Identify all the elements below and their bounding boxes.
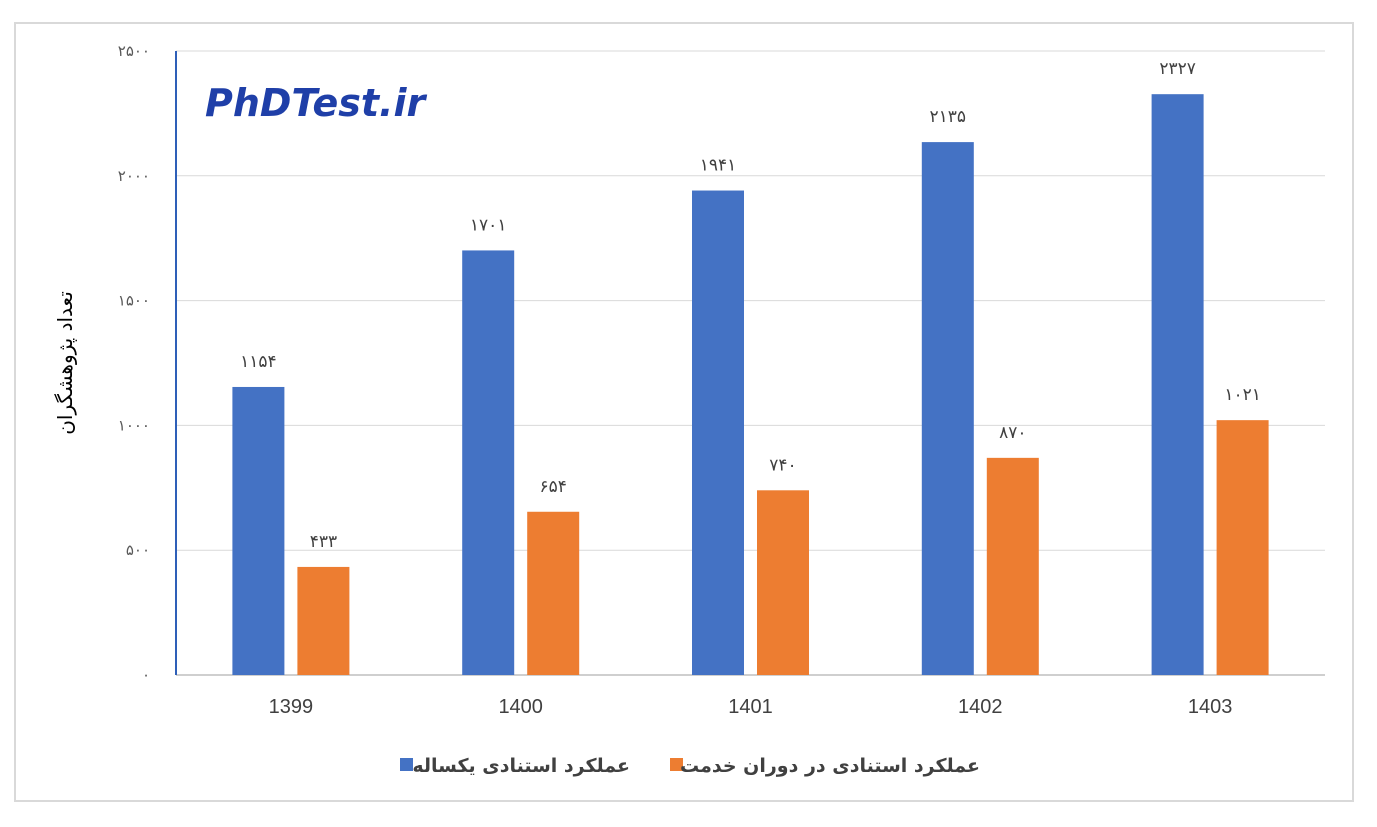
legend-swatch	[670, 758, 683, 771]
bar-one-year-1402	[921, 142, 974, 675]
data-label: ۱۹۴۱	[700, 156, 737, 176]
bar-one-year-1399	[232, 386, 285, 675]
data-label: ۱۱۵۴	[240, 352, 277, 372]
watermark-logo: PhDTest.ir	[205, 81, 427, 125]
bars	[232, 94, 1269, 676]
legend-label: عملکرد استنادی یکساله	[412, 755, 630, 777]
bar-one-year-1401	[692, 190, 744, 675]
legend: عملکرد استنادی یکساله عملکرد استنادی در د…	[400, 755, 980, 777]
y-axis-ticks: ۰ ۵۰۰ ۱۰۰۰ ۱۵۰۰ ۲۰۰۰ ۲۵۰۰	[118, 42, 150, 684]
x-category-label: 1403	[1188, 696, 1233, 718]
data-label: ۸۷۰	[999, 423, 1026, 443]
bar-career-1400	[527, 511, 580, 675]
legend-swatch	[400, 758, 413, 771]
data-label: ۱۷۰۱	[470, 215, 507, 235]
y-axis-title: تعداد پژوهشگران	[53, 291, 78, 435]
y-tick-label: ۲۰۰۰	[118, 167, 150, 185]
data-labels: ۱۱۵۴ ۴۳۳ ۱۷۰۱ ۶۵۴ ۱۹۴۱ ۷۴۰ ۲۱۳۵ ۸۷۰ ۲۳۲۷ ۱۰۲۱	[240, 59, 1261, 552]
data-label: ۷۴۰	[769, 455, 796, 475]
data-label: ۲۳۲۷	[1159, 59, 1196, 79]
x-category-label: 1401	[728, 696, 773, 718]
x-axis-categories: 1399 1400 1401 1402 1403	[269, 696, 1233, 718]
bar-one-year-1400	[462, 250, 515, 675]
y-tick-label: ۰	[142, 666, 150, 684]
x-category-label: 1399	[269, 696, 314, 718]
y-tick-label: ۱۵۰۰	[118, 292, 150, 310]
data-label: ۶۵۴	[539, 477, 566, 497]
y-tick-label: ۵۰۰	[126, 541, 150, 559]
x-category-label: 1400	[498, 696, 543, 718]
legend-label: عملکرد استنادی در دوران خدمت	[680, 755, 980, 777]
bar-career-1403	[1216, 420, 1269, 675]
y-tick-label: ۱۰۰۰	[118, 416, 150, 434]
bar-one-year-1403	[1151, 94, 1204, 676]
data-label: ۴۳۳	[310, 532, 337, 552]
x-category-label: 1402	[958, 696, 1003, 718]
bar-career-1399	[297, 566, 350, 675]
bar-career-1401	[757, 490, 809, 675]
bar-career-1402	[986, 457, 1039, 675]
y-tick-label: ۲۵۰۰	[118, 42, 150, 60]
gridlines	[176, 50, 1325, 676]
data-label: ۲۱۳۵	[930, 107, 967, 127]
data-label: ۱۰۲۱	[1224, 385, 1261, 405]
